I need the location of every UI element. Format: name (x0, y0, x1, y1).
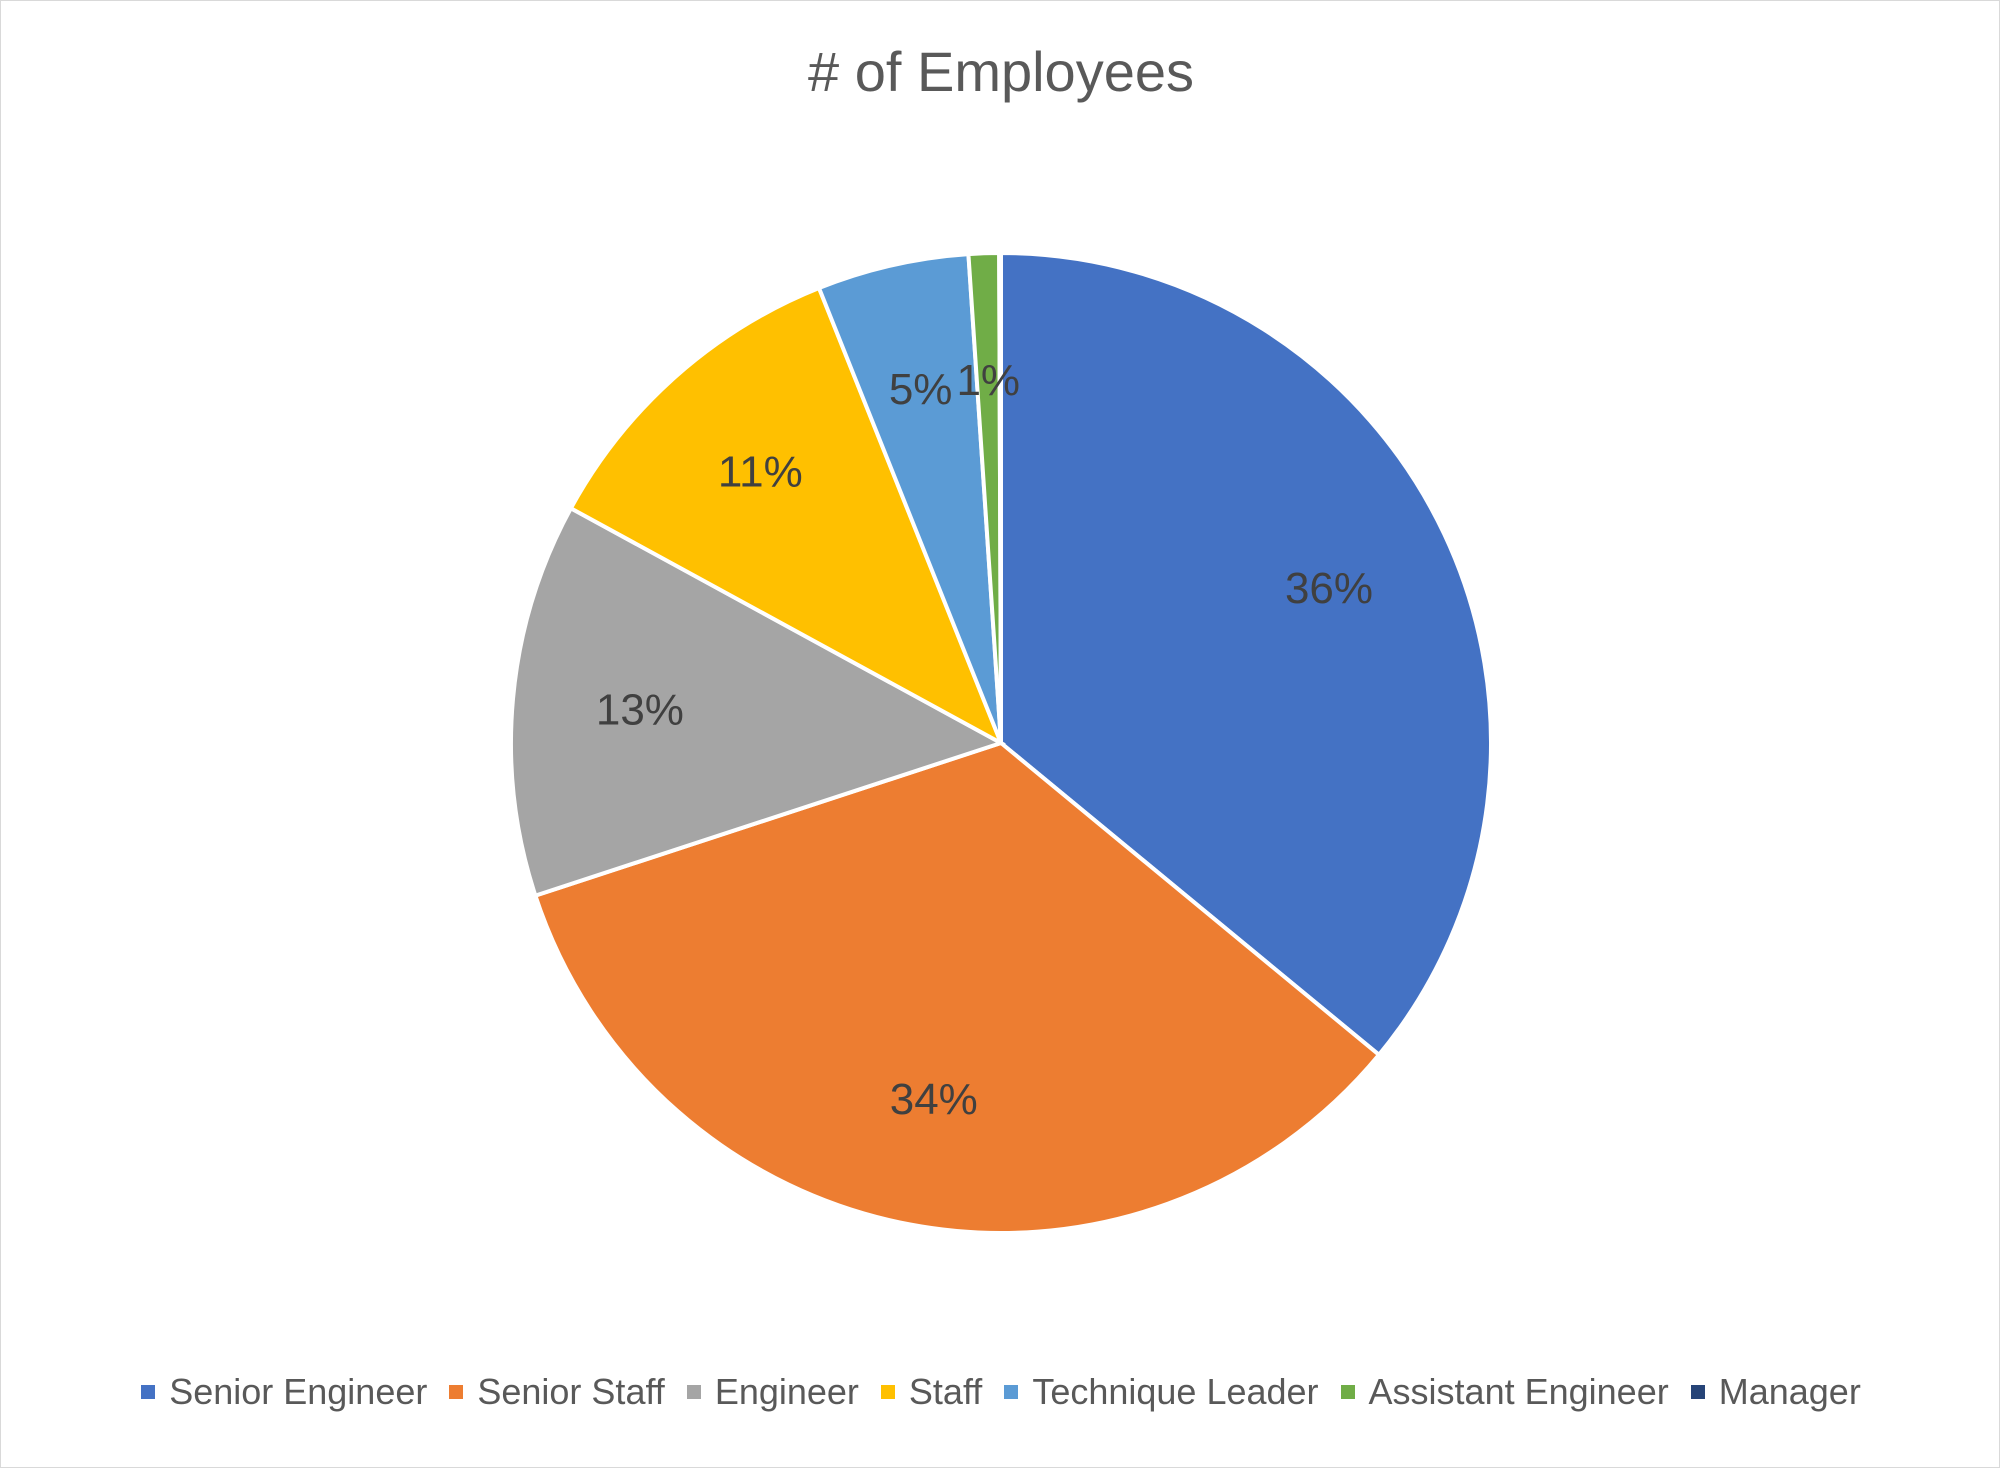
legend-item-engineer: Engineer (686, 1371, 859, 1413)
legend-item-manager: Manager (1690, 1371, 1861, 1413)
legend-label: Technique Leader (1032, 1371, 1319, 1412)
data-label-senior-engineer: 36% (1285, 564, 1373, 613)
pie-slice-engineer (509, 505, 1007, 899)
pie-slice-manager (997, 250, 1003, 744)
pie-slice-technique-leader (816, 251, 1003, 744)
data-label-assistant-engineer: 1% (956, 356, 1020, 405)
legend-item-assistant-engineer: Assistant Engineer (1340, 1371, 1669, 1413)
legend-item-senior-engineer: Senior Engineer (141, 1371, 427, 1413)
data-label-senior-staff: 34% (890, 1075, 978, 1124)
legend-item-technique-leader: Technique Leader (1004, 1371, 1319, 1413)
legend-label: Assistant Engineer (1368, 1371, 1669, 1412)
legend-label: Senior Staff (477, 1371, 665, 1412)
legend-item-senior-staff: Senior Staff (449, 1371, 665, 1413)
pie-slice-senior-staff (532, 740, 1382, 1235)
legend-swatch (449, 1385, 464, 1399)
pie-slice-staff (568, 285, 1005, 748)
pie-slice-senior-engineer (999, 250, 1493, 1058)
chart-title: # of Employees (808, 40, 1194, 103)
pie-slices (509, 250, 1493, 1235)
legend-swatch (1690, 1385, 1705, 1399)
data-label-engineer: 13% (596, 685, 684, 734)
pie-data-labels: 36% 34% 13% 11% 5% 1% (596, 356, 1373, 1124)
legend-label: Staff (908, 1371, 983, 1412)
legend-swatch (141, 1385, 156, 1399)
legend-swatch (1004, 1385, 1019, 1399)
legend-label: Engineer (714, 1371, 859, 1412)
data-label-technique-leader: 5% (889, 365, 953, 414)
legend-swatch (1340, 1385, 1355, 1399)
chart-legend: Senior Engineer Senior Staff Engineer Staff… (1, 1371, 2000, 1413)
legend-swatch (880, 1385, 895, 1399)
legend-label: Senior Engineer (169, 1371, 428, 1412)
legend-swatch (686, 1385, 701, 1399)
data-label-staff: 11% (718, 447, 803, 496)
legend-label: Manager (1718, 1371, 1861, 1412)
legend-item-staff: Staff (880, 1371, 983, 1413)
